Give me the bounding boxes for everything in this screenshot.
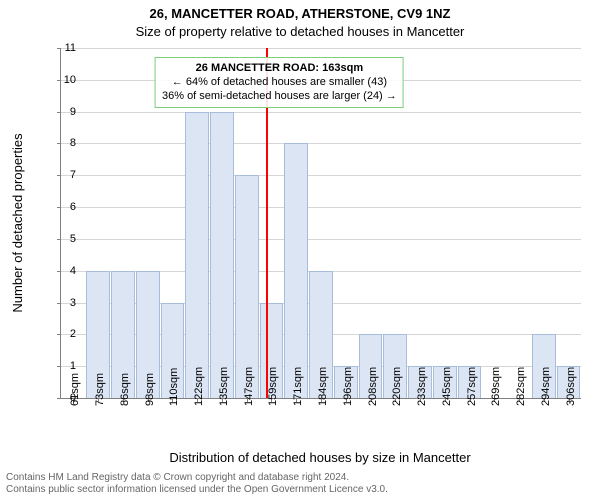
- grid-line: [61, 48, 581, 49]
- y-tick-label: 1: [70, 360, 76, 372]
- grid-line: [61, 175, 581, 176]
- bar: [185, 112, 209, 398]
- y-tick-label: 5: [70, 233, 76, 245]
- y-tick-mark: [57, 80, 61, 81]
- y-tick-mark: [57, 48, 61, 49]
- bar: [210, 112, 234, 398]
- y-tick-mark: [57, 143, 61, 144]
- y-axis-label: Number of detached properties: [10, 48, 25, 398]
- y-tick-label: 4: [70, 265, 76, 277]
- info-box: 26 MANCETTER ROAD: 163sqm← 64% of detach…: [155, 57, 404, 108]
- y-tick-label: 8: [70, 137, 76, 149]
- y-tick-mark: [57, 366, 61, 367]
- y-tick-label: 9: [70, 106, 76, 118]
- y-tick-mark: [57, 398, 61, 399]
- y-tick-mark: [57, 334, 61, 335]
- footer-line2: Contains public sector information licen…: [6, 484, 388, 496]
- plot-area: 26 MANCETTER ROAD: 163sqm← 64% of detach…: [60, 48, 581, 399]
- y-tick-mark: [57, 175, 61, 176]
- grid-line: [61, 143, 581, 144]
- footer-attribution: Contains HM Land Registry data © Crown c…: [6, 472, 388, 496]
- chart-title-line1: 26, MANCETTER ROAD, ATHERSTONE, CV9 1NZ: [0, 6, 600, 21]
- grid-line: [61, 239, 581, 240]
- bar: [235, 175, 259, 398]
- y-tick-mark: [57, 207, 61, 208]
- y-tick-label: 10: [64, 74, 76, 86]
- y-tick-label: 2: [70, 328, 76, 340]
- y-tick-mark: [57, 303, 61, 304]
- y-tick-mark: [57, 112, 61, 113]
- info-box-line3: 36% of semi-detached houses are larger (…: [162, 89, 397, 103]
- chart-title-line2: Size of property relative to detached ho…: [0, 24, 600, 39]
- y-tick-mark: [57, 271, 61, 272]
- grid-line: [61, 207, 581, 208]
- y-tick-label: 6: [70, 201, 76, 213]
- y-tick-label: 11: [65, 42, 76, 54]
- footer-line1: Contains HM Land Registry data © Crown c…: [6, 472, 388, 484]
- bar: [284, 143, 308, 398]
- y-tick-mark: [57, 239, 61, 240]
- y-tick-label: 3: [70, 297, 76, 309]
- x-axis-label: Distribution of detached houses by size …: [60, 450, 580, 465]
- info-box-line2: ← 64% of detached houses are smaller (43…: [162, 75, 397, 89]
- grid-line: [61, 112, 581, 113]
- y-tick-label: 7: [70, 169, 76, 181]
- info-box-line1: 26 MANCETTER ROAD: 163sqm: [162, 61, 397, 75]
